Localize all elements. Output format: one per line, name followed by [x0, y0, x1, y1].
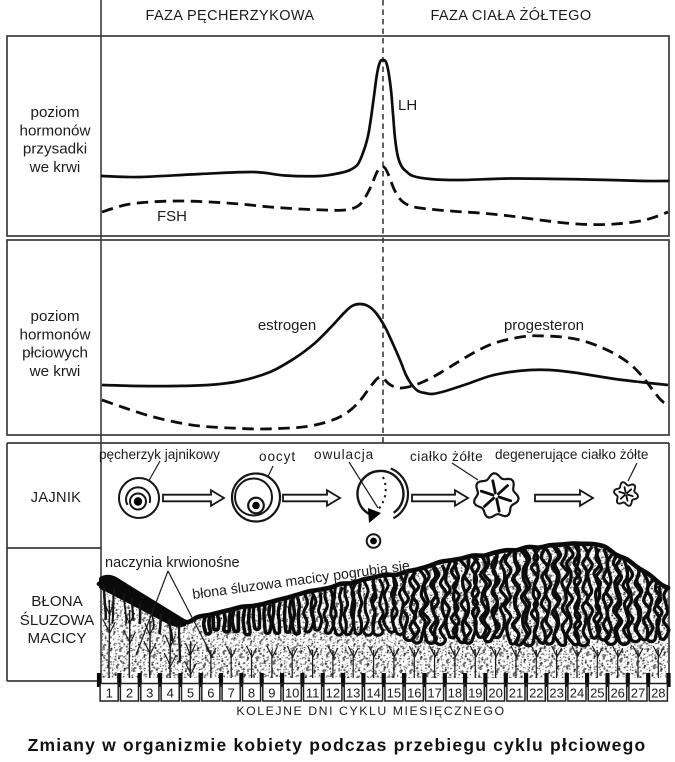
- svg-text:estrogen: estrogen: [258, 317, 316, 334]
- svg-text:21: 21: [509, 686, 523, 701]
- svg-text:hormonów: hormonów: [20, 326, 91, 343]
- svg-text:25: 25: [590, 686, 604, 701]
- svg-text:3: 3: [146, 686, 153, 701]
- svg-text:poziom: poziom: [31, 104, 80, 121]
- svg-text:poziom: poziom: [31, 308, 80, 325]
- svg-text:28: 28: [651, 686, 665, 701]
- svg-text:MACICY: MACICY: [27, 630, 86, 647]
- svg-text:15: 15: [387, 686, 401, 701]
- svg-text:14: 14: [366, 686, 380, 701]
- svg-text:ŚLUZOWA: ŚLUZOWA: [20, 611, 95, 629]
- svg-text:17: 17: [427, 686, 441, 701]
- svg-text:we krwi: we krwi: [29, 159, 81, 176]
- svg-text:hormonów: hormonów: [20, 122, 91, 139]
- svg-text:2: 2: [126, 686, 133, 701]
- svg-text:8: 8: [248, 686, 255, 701]
- svg-text:BŁONA: BŁONA: [31, 593, 83, 610]
- svg-text:naczynia krwionośne: naczynia krwionośne: [105, 555, 240, 571]
- svg-text:FAZA PĘCHERZYKOWA: FAZA PĘCHERZYKOWA: [145, 8, 314, 24]
- svg-text:27: 27: [631, 686, 645, 701]
- svg-text:18: 18: [448, 686, 462, 701]
- svg-text:23: 23: [549, 686, 563, 701]
- svg-text:płciowych: płciowych: [22, 345, 88, 362]
- svg-text:26: 26: [610, 686, 624, 701]
- svg-text:12: 12: [326, 686, 340, 701]
- svg-text:10: 10: [285, 686, 299, 701]
- svg-text:FAZA CIAŁA ŻÓŁTEGO: FAZA CIAŁA ŻÓŁTEGO: [430, 6, 591, 24]
- svg-text:22: 22: [529, 686, 543, 701]
- svg-text:6: 6: [207, 686, 214, 701]
- svg-text:degenerujące ciałko żółte: degenerujące ciałko żółte: [495, 447, 648, 462]
- svg-text:pęcherzyk jajnikowy: pęcherzyk jajnikowy: [99, 447, 220, 462]
- svg-text:5: 5: [187, 686, 194, 701]
- svg-text:9: 9: [268, 686, 275, 701]
- svg-text:19: 19: [468, 686, 482, 701]
- svg-text:Zmiany w organizmie kobiety po: Zmiany w organizmie kobiety podczas prze…: [28, 735, 647, 755]
- svg-text:11: 11: [306, 686, 320, 701]
- svg-text:13: 13: [346, 686, 360, 701]
- svg-text:1: 1: [106, 686, 113, 701]
- svg-text:owulacja: owulacja: [314, 447, 374, 462]
- svg-text:20: 20: [488, 686, 502, 701]
- svg-text:ciałko żółte: ciałko żółte: [410, 449, 483, 464]
- svg-text:24: 24: [570, 686, 584, 701]
- svg-text:FSH: FSH: [157, 208, 187, 225]
- svg-text:7: 7: [228, 686, 235, 701]
- svg-text:LH: LH: [398, 97, 417, 114]
- svg-text:16: 16: [407, 686, 421, 701]
- svg-text:we krwi: we krwi: [29, 363, 81, 380]
- svg-text:oocyt: oocyt: [259, 449, 296, 464]
- svg-text:przysadki: przysadki: [23, 141, 87, 158]
- svg-text:progesteron: progesteron: [504, 317, 584, 334]
- svg-text:JAJNIK: JAJNIK: [31, 490, 81, 506]
- svg-text:KOLEJNE DNI CYKLU MIESIĘCZNEGO: KOLEJNE DNI CYKLU MIESIĘCZNEGO: [236, 704, 505, 718]
- svg-text:4: 4: [167, 686, 174, 701]
